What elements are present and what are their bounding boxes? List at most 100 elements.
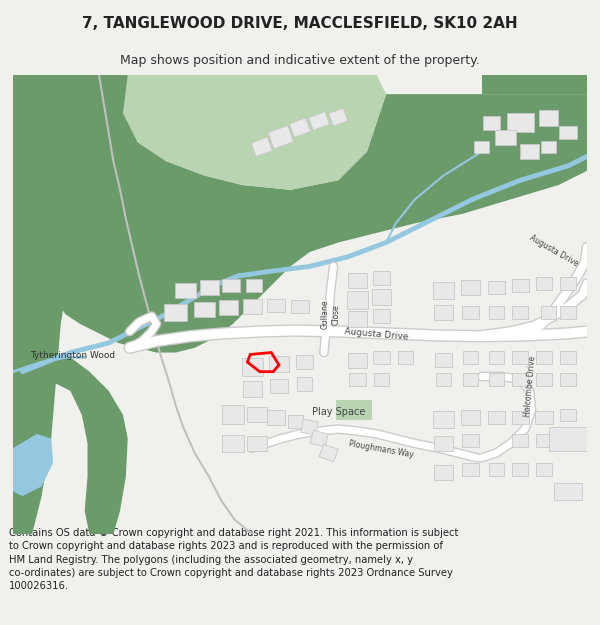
Polygon shape	[398, 351, 413, 364]
Polygon shape	[507, 113, 533, 132]
Polygon shape	[512, 434, 528, 447]
Polygon shape	[520, 144, 539, 159]
Polygon shape	[319, 444, 338, 462]
Polygon shape	[292, 300, 308, 313]
Polygon shape	[536, 373, 551, 386]
Polygon shape	[123, 75, 386, 190]
Polygon shape	[536, 278, 551, 290]
Polygon shape	[53, 75, 587, 352]
Polygon shape	[541, 141, 556, 153]
Polygon shape	[373, 271, 390, 284]
Polygon shape	[268, 299, 284, 312]
Polygon shape	[461, 410, 480, 425]
Text: Ploughmans Way: Ploughmans Way	[348, 439, 415, 460]
Polygon shape	[347, 291, 368, 309]
Polygon shape	[247, 279, 262, 292]
Polygon shape	[271, 379, 287, 393]
Polygon shape	[488, 351, 504, 364]
Polygon shape	[13, 434, 53, 496]
Polygon shape	[221, 405, 244, 424]
Polygon shape	[462, 462, 479, 476]
Polygon shape	[541, 306, 556, 319]
Polygon shape	[434, 304, 453, 320]
Polygon shape	[251, 137, 272, 156]
Polygon shape	[488, 411, 505, 424]
Polygon shape	[337, 401, 372, 419]
Polygon shape	[301, 419, 318, 435]
Polygon shape	[474, 141, 490, 153]
Polygon shape	[463, 351, 478, 364]
Polygon shape	[495, 129, 516, 145]
Text: 7, TANGLEWOOD DRIVE, MACCLESFIELD, SK10 2AH: 7, TANGLEWOOD DRIVE, MACCLESFIELD, SK10 …	[82, 16, 518, 31]
Polygon shape	[175, 282, 196, 298]
Polygon shape	[539, 111, 559, 126]
Polygon shape	[200, 280, 218, 294]
Polygon shape	[247, 436, 266, 451]
Polygon shape	[488, 306, 504, 319]
Polygon shape	[512, 351, 528, 364]
Polygon shape	[559, 126, 577, 139]
Polygon shape	[268, 411, 284, 425]
Polygon shape	[223, 279, 240, 292]
Polygon shape	[242, 299, 262, 314]
Text: Augusta Drive: Augusta Drive	[344, 328, 409, 342]
Polygon shape	[482, 75, 587, 94]
Polygon shape	[223, 435, 244, 452]
Polygon shape	[536, 463, 551, 476]
Polygon shape	[549, 427, 587, 451]
Polygon shape	[488, 281, 505, 294]
Text: Augusta Drive: Augusta Drive	[528, 233, 580, 268]
Polygon shape	[434, 436, 453, 451]
Polygon shape	[297, 378, 313, 391]
Polygon shape	[462, 306, 479, 319]
Text: Map shows position and indicative extent of the property.: Map shows position and indicative extent…	[120, 54, 480, 67]
Polygon shape	[483, 116, 500, 129]
Polygon shape	[560, 373, 575, 386]
Polygon shape	[287, 415, 303, 428]
Polygon shape	[289, 118, 311, 138]
Polygon shape	[560, 278, 575, 290]
Polygon shape	[348, 311, 367, 327]
Polygon shape	[433, 411, 454, 428]
Polygon shape	[373, 309, 390, 323]
Text: Play Space: Play Space	[311, 407, 365, 417]
Polygon shape	[512, 279, 529, 292]
Polygon shape	[434, 464, 453, 480]
Polygon shape	[488, 373, 504, 386]
Polygon shape	[242, 358, 263, 376]
Polygon shape	[435, 354, 452, 367]
Polygon shape	[218, 300, 238, 315]
Polygon shape	[164, 304, 187, 321]
Polygon shape	[329, 108, 348, 126]
Polygon shape	[349, 372, 366, 386]
Polygon shape	[488, 463, 504, 476]
Text: Contains OS data © Crown copyright and database right 2021. This information is : Contains OS data © Crown copyright and d…	[9, 528, 458, 591]
Polygon shape	[512, 373, 528, 386]
Polygon shape	[373, 351, 390, 364]
Polygon shape	[436, 373, 451, 386]
Polygon shape	[242, 381, 262, 397]
Polygon shape	[560, 306, 575, 319]
Polygon shape	[560, 409, 575, 421]
Polygon shape	[462, 434, 479, 447]
Polygon shape	[554, 482, 583, 500]
Polygon shape	[463, 373, 478, 386]
Polygon shape	[194, 302, 215, 317]
Polygon shape	[309, 112, 329, 130]
Polygon shape	[348, 273, 367, 288]
Polygon shape	[433, 282, 454, 299]
Polygon shape	[310, 430, 328, 447]
Polygon shape	[296, 355, 313, 369]
Polygon shape	[461, 280, 480, 295]
Polygon shape	[268, 126, 293, 149]
Polygon shape	[536, 351, 551, 364]
Polygon shape	[512, 463, 528, 476]
Polygon shape	[512, 306, 528, 319]
Polygon shape	[535, 411, 553, 424]
Polygon shape	[536, 434, 551, 447]
Polygon shape	[374, 373, 389, 386]
Polygon shape	[560, 351, 575, 364]
Polygon shape	[348, 352, 367, 368]
Polygon shape	[247, 407, 266, 422]
Text: Tytherington Wood: Tytherington Wood	[30, 351, 115, 360]
